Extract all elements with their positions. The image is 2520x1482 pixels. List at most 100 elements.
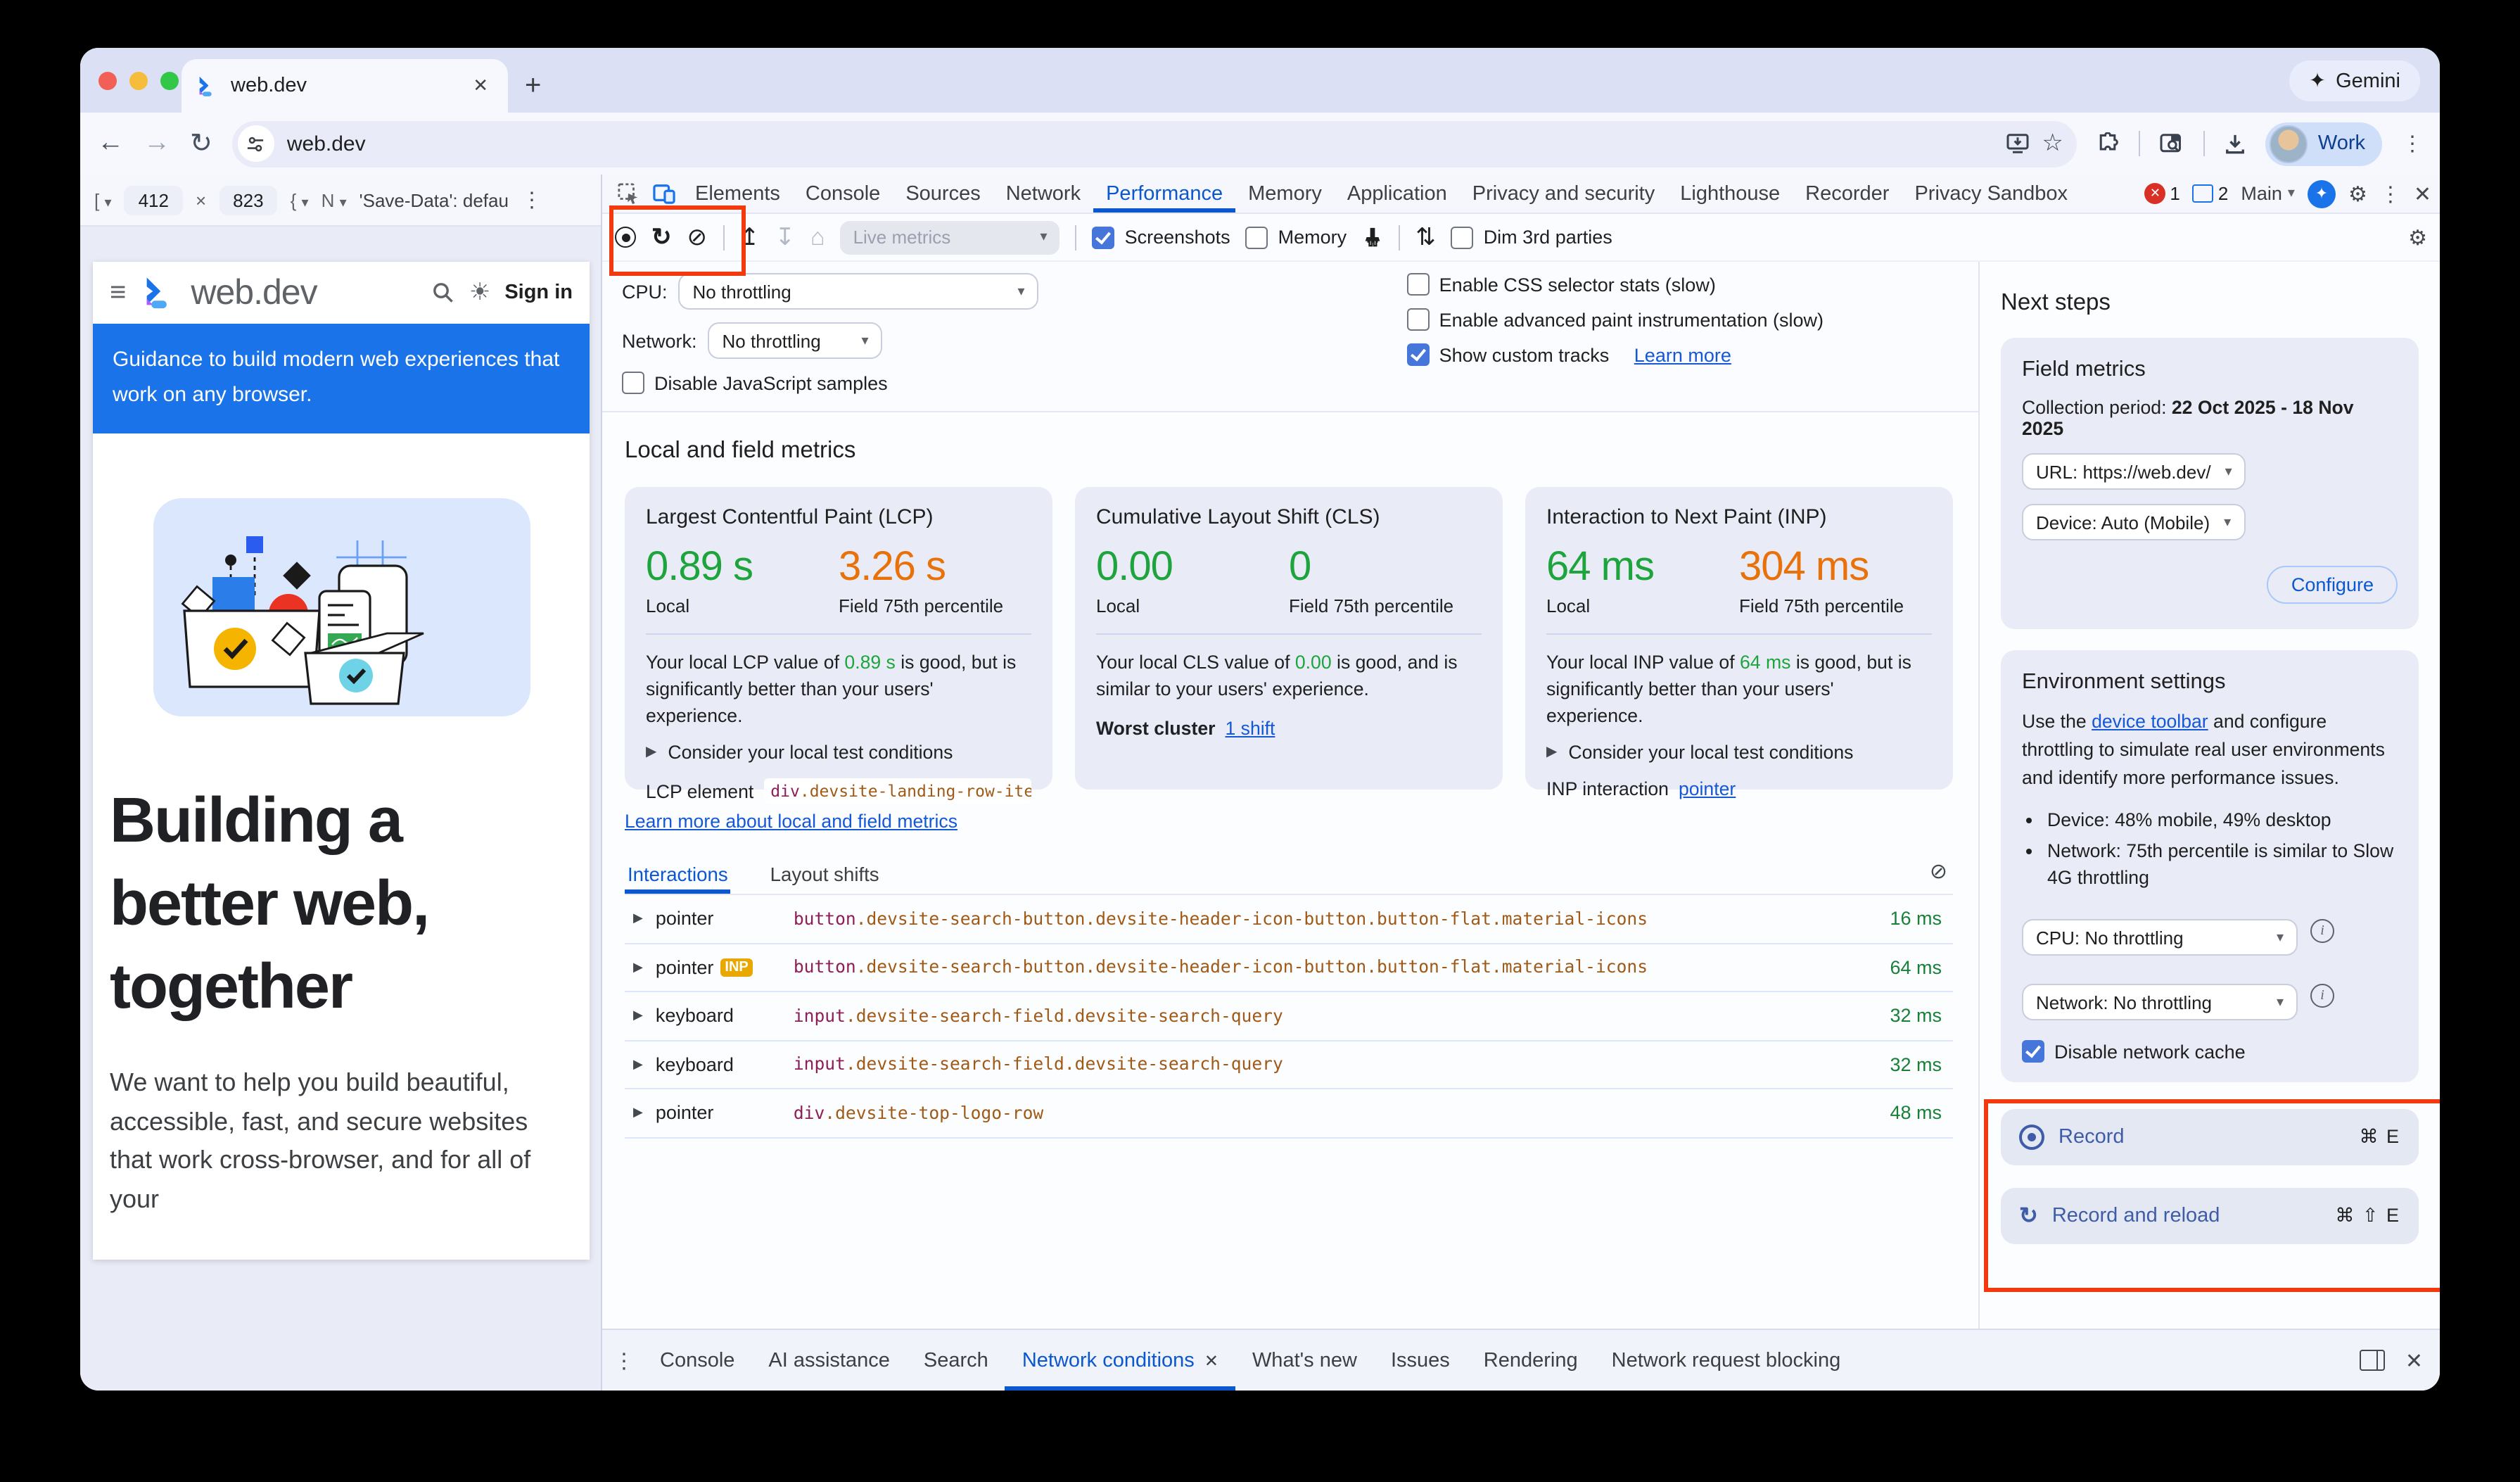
search-tabs-icon[interactable] [2161,133,2184,154]
record-button[interactable]: Record ⌘ E [2001,1109,2419,1165]
devtools-close-icon[interactable]: ✕ [2413,182,2431,206]
metrics-learn-more-link[interactable]: Learn more about local and field metrics [625,811,958,832]
network-info-icon[interactable]: i [2310,983,2334,1007]
url-text[interactable]: web.dev [286,132,366,156]
clear-log-icon[interactable]: ⊘ [1929,860,1947,884]
css-selector-stats-checkbox[interactable]: Enable CSS selector stats (slow) [1406,273,1824,296]
table-row[interactable]: ▶ keyboard input.devsite-search-field.de… [625,1041,1953,1089]
issue-count-badge[interactable]: 2 [2192,183,2228,204]
history-home-icon[interactable]: ⌂ [810,224,825,251]
ai-assistance-icon[interactable]: ✦ [2307,179,2336,208]
site-search-icon[interactable] [433,281,455,304]
disable-js-samples-checkbox[interactable]: Disable JavaScript samples [622,372,1039,394]
tab-interactions[interactable]: Interactions [625,856,731,894]
tab-layout-shifts[interactable]: Layout shifts [770,864,879,885]
site-settings-icon[interactable] [237,125,274,162]
maximize-window-button[interactable] [160,72,179,90]
viewport-width-input[interactable]: 412 [124,185,183,215]
save-profile-icon[interactable]: ↧ [775,224,796,251]
device-select[interactable]: [ ▾ [94,189,112,210]
tab-network[interactable]: Network [1005,182,1081,205]
toggle-drawer-orientation-icon[interactable] [2360,1350,2386,1371]
custom-tracks-checkbox[interactable]: Show custom tracks Learn more [1406,343,1824,366]
close-window-button[interactable] [98,72,117,90]
cpu-info-icon[interactable]: i [2310,918,2334,942]
minimize-window-button[interactable] [129,72,148,90]
disable-network-cache-checkbox[interactable]: Disable network cache [2022,1040,2398,1063]
drawer-tab-network-conditions[interactable]: Network conditions ✕ [1005,1330,1235,1391]
env-network-select[interactable]: Network: No throttling ▾ [2022,984,2298,1020]
zoom-select[interactable]: { ▾ [290,189,309,210]
drawer-tab-rendering[interactable]: Rendering [1483,1349,1578,1372]
address-bar[interactable]: web.dev ☆ [231,120,2077,167]
history-select[interactable]: Live metrics ▾ [840,220,1060,254]
save-data-select[interactable]: 'Save-Data': defau [359,189,509,210]
forward-icon[interactable]: → [144,128,170,158]
network-throttle-select[interactable]: No throttling ▾ [708,322,883,359]
context-select[interactable]: Main ▾ [2241,183,2295,204]
lcp-element-link[interactable]: div.devsite-landing-row-ite… [763,778,1031,804]
table-row[interactable]: ▶ keyboard input.devsite-search-field.de… [625,992,1953,1041]
screenshots-checkbox[interactable]: Screenshots [1092,226,1230,248]
downloads-icon[interactable] [2225,133,2246,154]
window-controls[interactable] [98,72,179,90]
shortcuts-dialog-icon[interactable]: ⇅ [1415,224,1436,251]
bookmark-star-icon[interactable]: ☆ [2042,129,2063,156]
drawer-tab-console[interactable]: Console [660,1349,735,1372]
tab-recorder[interactable]: Recorder [1805,182,1890,205]
inspect-element-icon[interactable] [611,175,646,213]
memory-checkbox[interactable]: Memory [1245,226,1347,248]
tab-sources[interactable]: Sources [905,182,981,205]
back-icon[interactable]: ← [97,128,124,158]
field-device-select[interactable]: Device: Auto (Mobile) ▾ [2022,504,2246,540]
collect-garbage-icon[interactable] [1362,227,1383,248]
device-toolbar-toggle-icon[interactable] [646,175,682,213]
inp-interaction-link[interactable]: pointer [1678,778,1736,799]
hamburger-menu-icon[interactable]: ≡ [110,277,127,308]
tab-console[interactable]: Console [805,182,881,205]
gemini-button[interactable]: ✦ Gemini [2289,61,2420,101]
tab-memory[interactable]: Memory [1248,182,1322,205]
viewport-height-input[interactable]: 823 [219,185,278,215]
drawer-tab-whats-new[interactable]: What's new [1252,1349,1357,1372]
clear-icon[interactable]: ⊘ [687,224,708,251]
worst-cluster-link[interactable]: 1 shift [1225,718,1275,739]
new-tab-button[interactable]: + [525,70,542,101]
dim-third-parties-checkbox[interactable]: Dim 3rd parties [1451,226,1612,248]
lcp-local-conditions-expander[interactable]: ▶ Consider your local test conditions [646,742,953,763]
inp-local-conditions-expander[interactable]: ▶ Consider your local test conditions [1546,742,1854,763]
env-cpu-select[interactable]: CPU: No throttling ▾ [2022,919,2298,956]
load-profile-icon[interactable]: ↥ [739,224,760,251]
tab-performance[interactable]: Performance [1093,175,1235,213]
field-url-select[interactable]: URL: https://web.dev/▾ [2022,453,2246,490]
table-row[interactable]: ▶ pointer button.devsite-search-button.d… [625,895,1953,944]
tab-elements[interactable]: Elements [695,182,780,205]
drawer-tab-ai-assistance[interactable]: AI assistance [768,1349,890,1372]
drawer-tab-issues[interactable]: Issues [1390,1349,1450,1372]
record-and-reload-icon[interactable]: ↻ [651,224,672,251]
theme-toggle-icon[interactable]: ☀ [469,279,491,305]
close-drawer-icon[interactable]: ✕ [2405,1349,2423,1373]
site-brand[interactable]: web.dev [191,272,317,312]
reload-icon[interactable]: ↻ [190,129,212,158]
device-toolbar-menu-icon[interactable]: ⋮ [521,189,542,213]
configure-button[interactable]: Configure [2267,566,2398,604]
tab-application[interactable]: Application [1347,182,1447,205]
browser-menu-icon[interactable]: ⋮ [2402,132,2423,156]
advanced-paint-checkbox[interactable]: Enable advanced paint instrumentation (s… [1406,308,1824,331]
sign-in-button[interactable]: Sign in [504,281,573,304]
extensions-icon[interactable] [2097,132,2120,155]
install-icon[interactable] [2006,134,2029,153]
record-icon[interactable] [615,227,636,248]
device-toolbar-link[interactable]: device toolbar [2092,711,2208,732]
tab-close-icon[interactable]: ✕ [473,75,488,96]
close-drawer-tab-icon[interactable]: ✕ [1204,1350,1218,1370]
throttle-select[interactable]: N ▾ [321,189,347,210]
table-row[interactable]: ▶ pointer INP button.devsite-search-butto… [625,944,1953,992]
drawer-menu-icon[interactable]: ⋮ [613,1349,635,1373]
error-count-badge[interactable]: ✕ 1 [2144,183,2180,204]
capture-settings-icon[interactable]: ⚙ [2408,226,2427,250]
devtools-settings-icon[interactable]: ⚙ [2348,182,2367,206]
drawer-tab-network-request-blocking[interactable]: Network request blocking [1611,1349,1841,1372]
drawer-tab-search[interactable]: Search [923,1349,988,1372]
